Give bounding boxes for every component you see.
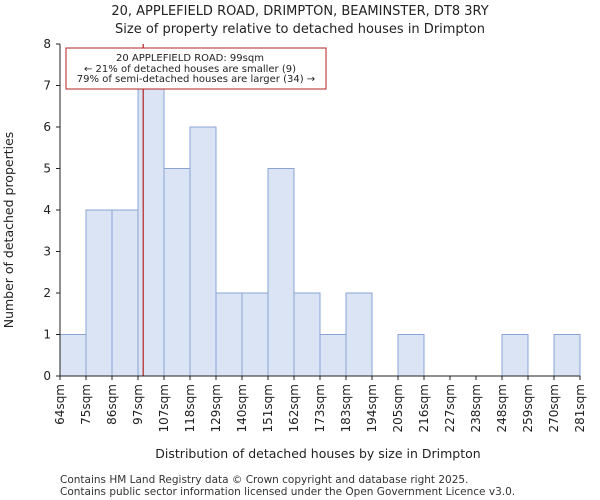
- x-tick-label: 248sqm: [495, 384, 509, 432]
- x-tick-label: 129sqm: [209, 384, 223, 432]
- bar-97sqm: [137, 85, 165, 377]
- x-tick-label: 238sqm: [469, 384, 483, 432]
- x-ticks-group: 64sqm 75sqm 86sqm 97sqm 107sqm 118sqm 129sqm 14…: [53, 376, 587, 432]
- y-tick-label: 8: [43, 37, 51, 51]
- bars-group: [59, 85, 581, 377]
- x-tick-label: 259sqm: [521, 384, 535, 432]
- y-axis-label: Number of detached properties: [1, 132, 16, 329]
- annotation-line-3: 79% of semi-detached houses are larger (…: [77, 74, 315, 85]
- x-tick-label: 205sqm: [391, 384, 405, 432]
- chart-subtitle: Size of property relative to detached ho…: [115, 22, 485, 37]
- x-tick-label: 281sqm: [573, 384, 587, 432]
- bar-248sqm: [501, 334, 529, 377]
- x-tick-label: 151sqm: [261, 384, 275, 432]
- y-tick-label: 4: [43, 203, 51, 217]
- bar-64sqm: [59, 334, 87, 377]
- y-tick-label: 3: [43, 245, 51, 259]
- x-tick-label: 183sqm: [339, 384, 353, 432]
- x-tick-label: 97sqm: [131, 384, 145, 425]
- bar-162sqm: [293, 292, 321, 377]
- x-axis-label: Distribution of detached houses by size …: [155, 446, 480, 461]
- x-tick-label: 140sqm: [235, 384, 249, 432]
- y-ticks-group: 0 1 2 3 4 5 6 7 8: [43, 37, 60, 383]
- bar-151sqm: [267, 168, 295, 377]
- x-tick-label: 270sqm: [547, 384, 561, 432]
- bar-75sqm: [85, 209, 113, 377]
- y-tick-label: 6: [43, 120, 51, 134]
- bar-173sqm: [319, 334, 347, 377]
- x-tick-label: 107sqm: [157, 384, 171, 432]
- footer-line-2: Contains public sector information licen…: [60, 486, 515, 498]
- x-tick-label: 194sqm: [365, 384, 379, 432]
- bar-86sqm: [111, 209, 139, 377]
- y-tick-label: 7: [43, 79, 51, 93]
- x-tick-label: 162sqm: [287, 384, 301, 432]
- bar-270sqm: [553, 334, 581, 377]
- chart-title: 20, APPLEFIELD ROAD, DRIMPTON, BEAMINSTE…: [111, 4, 488, 19]
- bar-183sqm: [345, 292, 373, 377]
- y-tick-label: 2: [43, 286, 51, 300]
- x-tick-label: 227sqm: [443, 384, 457, 432]
- x-tick-label: 173sqm: [313, 384, 327, 432]
- bar-129sqm: [215, 292, 243, 377]
- bar-205sqm: [397, 334, 425, 377]
- x-tick-label: 86sqm: [105, 384, 119, 425]
- bar-107sqm: [163, 168, 191, 377]
- x-tick-label: 64sqm: [53, 384, 67, 425]
- y-tick-label: 0: [43, 369, 51, 383]
- annotation-frame: [65, 47, 327, 90]
- annotation-line-1: 20 APPLEFIELD ROAD: 99sqm: [116, 53, 264, 64]
- annotation-line-2: ← 21% of detached houses are smaller (9): [84, 64, 296, 75]
- x-tick-label: 118sqm: [183, 384, 197, 432]
- footer-line-1: Contains HM Land Registry data © Crown c…: [60, 474, 468, 486]
- bar-118sqm: [189, 126, 217, 377]
- x-tick-label: 75sqm: [79, 384, 93, 425]
- annotation-box: 20 APPLEFIELD ROAD: 99sqm ← 21% of detac…: [65, 47, 327, 90]
- y-tick-label: 5: [43, 162, 51, 176]
- x-tick-label: 216sqm: [417, 384, 431, 432]
- bar-140sqm: [241, 292, 269, 377]
- y-tick-label: 1: [43, 328, 51, 342]
